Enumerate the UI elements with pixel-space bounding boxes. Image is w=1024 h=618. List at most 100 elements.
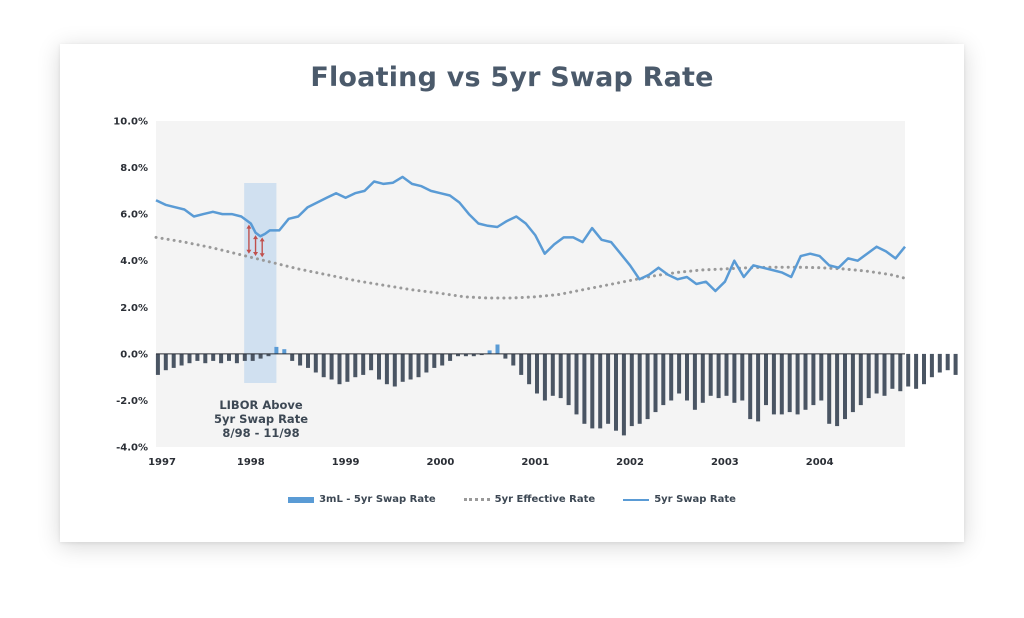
annotation-line1: LIBOR Above — [219, 398, 303, 412]
spread-bar — [843, 353, 847, 420]
y-tick-label: 4.0% — [120, 256, 148, 267]
spread-bar — [653, 353, 658, 413]
spread-bar — [566, 353, 571, 406]
legend-item-swap: 5yr Swap Rate — [623, 494, 736, 505]
spread-bar — [187, 353, 192, 364]
legend-item-effective: 5yr Effective Rate — [463, 494, 596, 505]
spread-bar — [827, 353, 832, 424]
spread-bar — [424, 353, 429, 373]
spread-bar — [914, 353, 919, 389]
spread-bar — [369, 353, 374, 371]
spread-bar — [795, 353, 800, 415]
spread-bar — [456, 353, 460, 357]
legend-item-spread: 3mL - 5yr Swap Rate — [288, 494, 436, 505]
arrow-markers — [246, 224, 265, 258]
spread-bar — [945, 353, 950, 371]
spread-bar — [511, 353, 516, 366]
y-tick-label: -4.0% — [116, 443, 148, 454]
bar-series — [155, 344, 958, 436]
legend-dotted-swatch — [463, 498, 490, 501]
spread-bar — [313, 353, 318, 373]
spread-bar — [535, 353, 539, 394]
legend-label-swap: 5yr Swap Rate — [654, 494, 736, 505]
spread-bar — [574, 353, 579, 415]
legend-bar-swatch — [288, 496, 315, 503]
spread-bar — [203, 353, 208, 364]
spread-bar — [732, 353, 737, 403]
spread-bar — [432, 353, 437, 368]
spread-bar — [219, 353, 224, 364]
spread-bar — [282, 349, 287, 354]
x-tick-label: 2004 — [806, 457, 834, 468]
spread-bar — [519, 353, 524, 375]
y-tick-label: 10.0% — [113, 117, 148, 128]
spread-bar — [803, 353, 808, 410]
chart-title: Floating vs 5yr Swap Rate — [310, 62, 714, 93]
spread-bar — [906, 353, 911, 387]
spread-bar — [882, 353, 887, 396]
spread-bar — [195, 353, 200, 361]
spread-bar — [764, 353, 768, 406]
spread-bar — [685, 353, 689, 401]
spread-bar — [542, 353, 547, 401]
spread-bar — [835, 353, 840, 427]
spread-bar — [290, 353, 295, 361]
spread-bar — [416, 353, 421, 378]
y-axis: 10.0% 8.0% 6.0% 4.0% 2.0% 0.0% -2.0% -4.0% — [113, 117, 148, 454]
spread-bar — [171, 353, 176, 368]
spread-bar — [361, 353, 366, 375]
spread-bar — [321, 353, 326, 378]
spread-bar — [448, 353, 453, 361]
annotation-line3: 8/98 - 11/98 — [222, 426, 299, 440]
spread-bar — [337, 353, 342, 385]
spread-bar — [716, 353, 721, 399]
spread-bar — [503, 353, 508, 359]
spread-bar — [669, 353, 674, 401]
x-tick-label: 2000 — [427, 457, 455, 468]
spread-bar — [661, 353, 666, 406]
spread-bar — [929, 353, 934, 378]
spread-bar — [590, 353, 595, 429]
spread-bar — [937, 353, 942, 373]
spread-bar — [329, 353, 334, 380]
spread-bar — [740, 353, 745, 401]
spread-bar — [582, 353, 587, 424]
spread-arrow — [246, 224, 252, 254]
spread-bar — [692, 353, 697, 410]
spread-bar — [440, 353, 445, 366]
x-tick-label: 2001 — [521, 457, 549, 468]
spread-bar — [708, 353, 713, 396]
spread-bar — [234, 353, 239, 364]
spread-bar — [306, 353, 310, 368]
x-axis: 1997 1998 1999 2000 2001 2002 2003 2004 — [148, 457, 834, 468]
spread-bar — [700, 353, 705, 403]
spread-bar — [250, 353, 255, 361]
spread-bar — [866, 353, 871, 399]
spread-bar — [345, 353, 350, 382]
spread-bar — [771, 353, 776, 415]
spread-bar — [898, 353, 903, 392]
spread-bar — [858, 353, 863, 406]
spread-bar — [779, 353, 784, 415]
spread-bar — [645, 353, 650, 420]
spread-bar — [266, 353, 271, 357]
spread-bar — [724, 353, 729, 396]
y-tick-label: 6.0% — [120, 210, 148, 221]
spread-bar — [677, 353, 682, 394]
legend: 3mL - 5yr Swap Rate 5yr Effective Rate 5… — [0, 494, 1024, 505]
annotation-line2: 5yr Swap Rate — [214, 412, 308, 426]
spread-arrow — [259, 237, 265, 258]
spread-bar — [298, 353, 303, 366]
legend-label-spread: 3mL - 5yr Swap Rate — [319, 494, 436, 505]
spread-bar — [242, 353, 247, 361]
spread-bar — [353, 353, 358, 378]
spread-bar — [890, 353, 895, 389]
spread-bar — [874, 353, 879, 394]
spread-bar — [606, 353, 611, 424]
spread-bar — [850, 353, 855, 413]
spread-bar — [274, 346, 279, 354]
spread-bar — [621, 353, 626, 436]
spread-bar — [629, 353, 634, 427]
legend-label-effective: 5yr Effective Rate — [494, 494, 596, 505]
